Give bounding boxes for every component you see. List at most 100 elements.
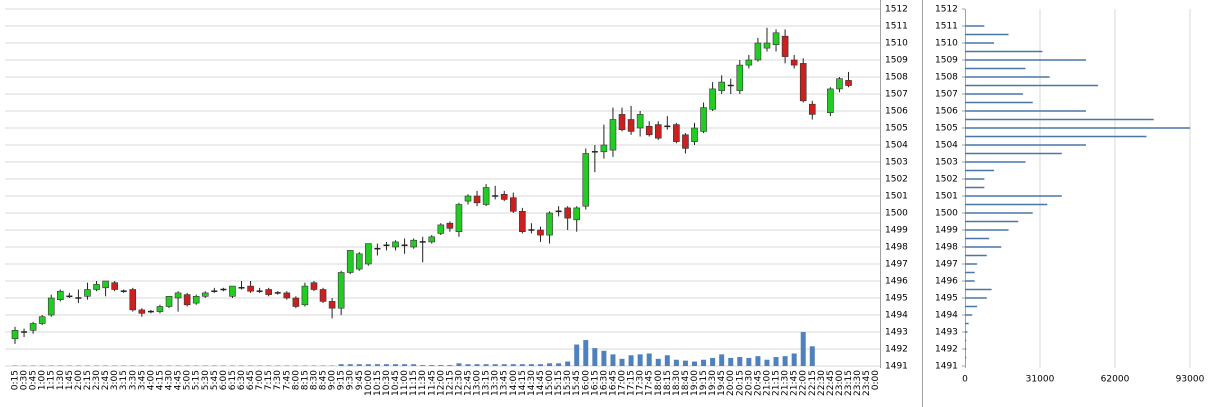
candle-body xyxy=(337,272,345,309)
x-tick-label: 19:30 xyxy=(708,370,718,396)
x-tick-label: 9:30 xyxy=(346,370,356,390)
y-tick-label: 1497 xyxy=(885,260,908,270)
x-tick-label: 31000 xyxy=(1026,375,1055,385)
x-tick-label: 6:45 xyxy=(246,370,256,390)
y-tick-label: 1491 xyxy=(885,362,908,372)
candle-body xyxy=(410,239,417,248)
y-tick-label: 1510 xyxy=(935,39,958,49)
y-tick-label: 1495 xyxy=(885,294,908,304)
candle-body xyxy=(446,222,454,229)
candle-body xyxy=(56,290,64,301)
x-tick-label: 1:00 xyxy=(38,370,48,390)
y-tick-label: 1508 xyxy=(935,73,958,83)
x-tick-label: 2:15 xyxy=(83,370,93,390)
x-tick-label: 14:15 xyxy=(518,370,528,396)
candle-body xyxy=(546,212,553,236)
x-tick-label: 0:00 xyxy=(871,370,881,390)
x-tick-label: 10:15 xyxy=(373,370,383,396)
candle-body xyxy=(799,63,807,102)
volume-bar xyxy=(646,353,652,366)
y-tick-label: 1493 xyxy=(885,328,908,338)
x-tick-label: 11:45 xyxy=(427,370,437,396)
volume-bar xyxy=(809,346,815,366)
x-tick-label: 1:15 xyxy=(47,370,57,390)
x-tick-label: 15:30 xyxy=(563,370,573,396)
candle-body xyxy=(464,195,472,202)
x-tick-label: 11:00 xyxy=(400,370,410,396)
candle-body xyxy=(47,297,55,316)
x-tick-label: 10:30 xyxy=(382,370,392,396)
volume-bar xyxy=(537,364,543,366)
x-tick-label: 1:30 xyxy=(56,370,66,390)
volume-bar xyxy=(383,364,389,366)
candle-body xyxy=(428,236,436,243)
x-tick-label: 2:30 xyxy=(92,370,102,390)
candle-body xyxy=(781,35,789,57)
candle-body xyxy=(328,301,336,309)
volume-bar xyxy=(411,364,417,366)
volume-bar xyxy=(791,353,797,366)
y-tick-label: 1502 xyxy=(935,175,958,185)
x-tick-label: 9:15 xyxy=(337,370,347,390)
y-tick-label: 1497 xyxy=(935,260,958,270)
volume-bar xyxy=(655,358,661,366)
y-tick-label: 1500 xyxy=(935,209,958,219)
candle-body xyxy=(174,292,182,299)
volume-bar xyxy=(719,354,725,366)
y-tick-label: 1505 xyxy=(885,124,908,134)
candle-body xyxy=(310,282,318,290)
volume-bar xyxy=(746,357,752,366)
candle-body xyxy=(736,64,744,91)
x-tick-label: 11:30 xyxy=(418,370,428,396)
candle-body xyxy=(192,295,200,304)
volume-bar xyxy=(365,364,371,366)
x-tick-label: 11:15 xyxy=(409,370,419,396)
x-tick-label: 16:15 xyxy=(590,370,600,396)
y-tick-label: 1494 xyxy=(935,311,958,321)
candle-body xyxy=(827,88,834,114)
x-tick-label: 8:15 xyxy=(300,370,310,390)
volume-bar xyxy=(800,332,806,366)
candle-body xyxy=(129,289,137,311)
candle-body xyxy=(292,297,300,307)
candle-body xyxy=(346,250,354,273)
x-tick-label: 10:00 xyxy=(364,370,374,396)
x-tick-label: 17:30 xyxy=(636,370,646,396)
candle-body xyxy=(11,329,19,340)
y-tick-label: 1504 xyxy=(935,141,958,151)
candle-body xyxy=(500,194,508,200)
x-tick-label: 3:30 xyxy=(128,370,138,390)
x-tick-label: 22:45 xyxy=(826,370,836,396)
candle-body xyxy=(537,229,544,236)
volume-bar xyxy=(402,364,408,366)
x-tick-label: 19:15 xyxy=(699,370,709,396)
x-tick-label: 8:00 xyxy=(291,370,301,390)
x-tick-label: 13:45 xyxy=(500,370,510,396)
x-tick-label: 93000 xyxy=(1176,375,1205,385)
candle-body xyxy=(473,195,481,204)
x-tick-label: 2:45 xyxy=(101,370,111,390)
x-tick-label: 0:15 xyxy=(11,370,21,390)
x-tick-label: 15:00 xyxy=(545,370,555,396)
x-tick-label: 16:45 xyxy=(608,370,618,396)
candle-body xyxy=(165,295,173,307)
x-tick-label: 3:45 xyxy=(137,370,147,390)
candle-body xyxy=(718,81,725,91)
x-tick-label: 9:00 xyxy=(328,370,338,390)
x-tick-label: 8:45 xyxy=(319,370,329,390)
x-tick-label: 4:30 xyxy=(165,370,175,390)
volume-bar xyxy=(755,356,761,366)
y-tick-label: 1492 xyxy=(935,345,958,355)
volume-bar xyxy=(556,363,562,366)
candle-body xyxy=(509,197,517,212)
volume-bar xyxy=(438,365,444,366)
x-tick-label: 9:45 xyxy=(355,370,365,390)
candle-body xyxy=(392,241,399,248)
x-tick-label: 20:30 xyxy=(744,370,754,396)
y-tick-label: 1502 xyxy=(885,175,908,185)
x-tick-label: 6:00 xyxy=(219,370,229,390)
volume-bar xyxy=(374,364,380,366)
y-tick-label: 1499 xyxy=(885,226,908,236)
volume-bar xyxy=(682,360,688,366)
volume-bar xyxy=(619,358,625,366)
